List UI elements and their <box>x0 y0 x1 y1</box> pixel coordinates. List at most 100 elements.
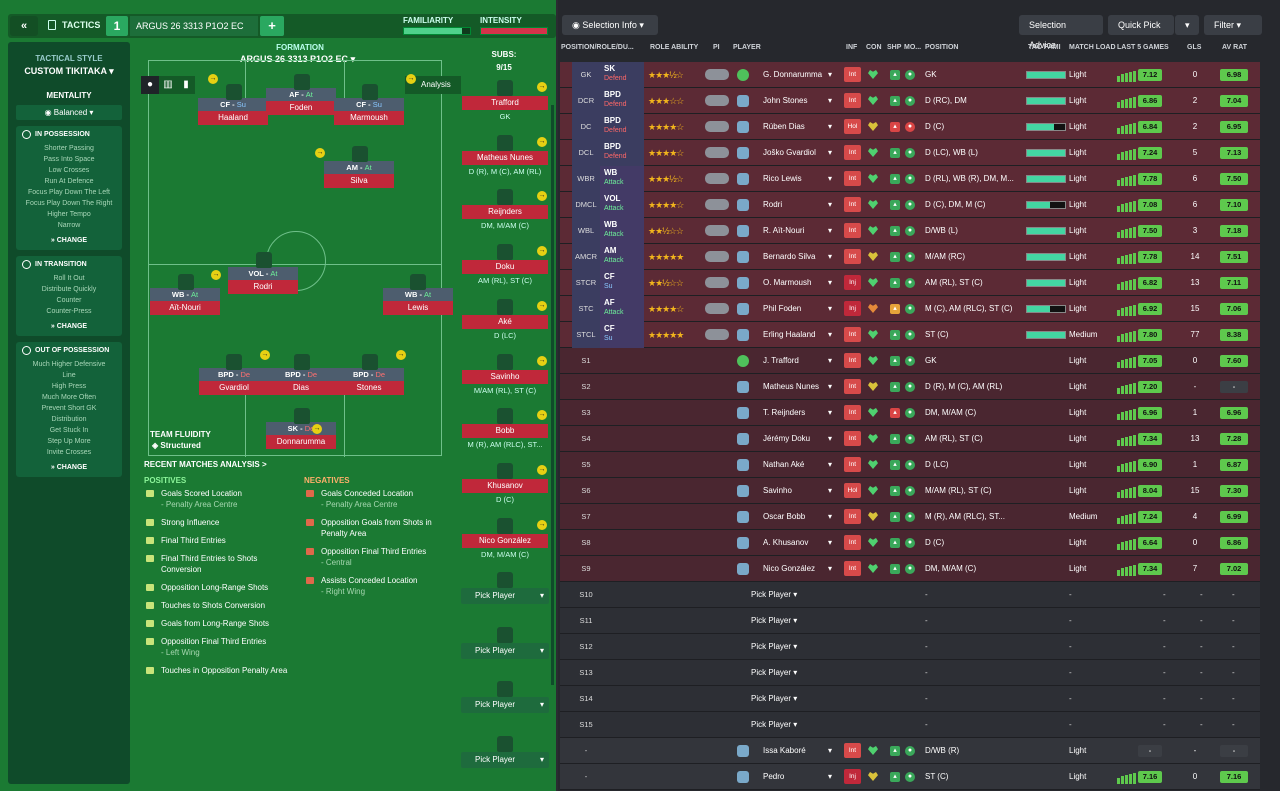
pick-player-dropdown[interactable]: Pick Player ▾ <box>751 616 798 625</box>
pitch-player-card[interactable]: CF - Su Haaland <box>198 98 268 126</box>
role-duty-cell[interactable]: BPD Defend <box>600 114 644 140</box>
player-instructions-toggle[interactable] <box>705 173 729 184</box>
player-name[interactable]: Matheus Nunes <box>763 382 820 391</box>
pick-player-dropdown[interactable]: Pick Player <box>461 752 549 769</box>
selection-advice-button[interactable]: Selection Advice <box>1019 15 1103 50</box>
player-instructions-toggle[interactable] <box>705 251 729 262</box>
player-dropdown-chevron[interactable]: ▾ <box>828 200 833 209</box>
analysis-button[interactable]: Analysis <box>405 76 461 94</box>
sub-player-card[interactable]: Trafford GK <box>462 96 548 121</box>
sub-player-card[interactable]: Khusanov D (C) <box>462 478 548 504</box>
players-view-icon[interactable]: ● <box>141 76 159 94</box>
player-name[interactable]: Rico Lewis <box>763 174 802 183</box>
pitch-player-card[interactable]: BPD - De Dias <box>266 368 336 396</box>
player-name[interactable]: Rodri <box>763 200 783 209</box>
table-row[interactable]: S7 Oscar Bobb ▾ Int ▴ ● M (R), AM (RLC), ST...… <box>560 504 1260 530</box>
player-name[interactable]: J. Trafford <box>763 356 799 365</box>
player-dropdown-chevron[interactable]: ▾ <box>828 772 833 781</box>
role-duty-cell[interactable]: AM Attack <box>600 244 644 270</box>
table-row[interactable]: DCL BPD Defend ★★★★☆ Joško Gvardiol ▾ Int ▴ ● D (… <box>560 140 1260 166</box>
player-dropdown-chevron[interactable]: ▾ <box>828 434 833 443</box>
filter-button[interactable]: Filter ▾ <box>1204 15 1262 35</box>
pitch-player-card[interactable]: AM - At Silva <box>324 161 394 189</box>
player-dropdown-chevron[interactable]: ▾ <box>828 382 833 391</box>
pick-player-dropdown[interactable]: Pick Player ▾ <box>751 720 798 729</box>
sub-player-card[interactable]: Matheus Nunes D (R), M (C), AM (RL) <box>462 150 548 176</box>
table-row[interactable]: S10 Pick Player ▾ - - - - - <box>560 582 1260 608</box>
player-instructions-toggle[interactable] <box>705 225 729 236</box>
roles-view-icon[interactable]: ▮ <box>177 76 195 94</box>
player-dropdown-chevron[interactable]: ▾ <box>828 96 833 105</box>
pitch-player-card[interactable]: WB - At Lewis <box>383 288 453 316</box>
player-name[interactable]: Erling Haaland <box>763 330 816 339</box>
table-row[interactable]: S11 Pick Player ▾ - - - - - <box>560 608 1260 634</box>
table-row[interactable]: S2 Matheus Nunes ▾ Int ▴ ● D (R), M (C), AM (R… <box>560 374 1260 400</box>
formation-dropdown[interactable]: ARGUS 26 3313 P1O2 EC ▾ <box>240 54 356 64</box>
col-pi[interactable]: PI <box>713 44 720 51</box>
table-row[interactable]: S15 Pick Player ▾ - - - - - <box>560 712 1260 738</box>
quick-pick-menu[interactable]: ▾ <box>1175 15 1199 35</box>
player-name[interactable]: Savinho <box>763 486 792 495</box>
player-name[interactable]: Phil Foden <box>763 304 802 313</box>
player-instructions-toggle[interactable] <box>705 303 729 314</box>
tactic-name-dropdown[interactable]: ARGUS 26 3313 P1O2 EC <box>130 16 258 36</box>
pick-player-dropdown[interactable]: Pick Player ▾ <box>751 668 798 677</box>
sub-player-card[interactable]: Doku AM (RL), ST (C) <box>462 260 548 285</box>
role-duty-cell[interactable]: WB Attack <box>600 218 644 244</box>
role-duty-cell[interactable]: AF Attack <box>600 296 644 322</box>
pitch-player-card[interactable]: BPD - De Gvardiol <box>199 368 269 396</box>
sub-player-card[interactable]: Nico González DM, M/AM (C) <box>462 533 548 559</box>
table-row[interactable]: STCL CF Su ★★★★★ Erling Haaland ▾ Int ▴ ● ST (C) M… <box>560 322 1260 348</box>
subs-scrollbar[interactable] <box>551 105 554 685</box>
table-row[interactable]: WBR WB Attack ★★★½☆ Rico Lewis ▾ Int ▴ ● D (RL), … <box>560 166 1260 192</box>
recent-matches-analysis-link[interactable]: RECENT MATCHES ANALYSIS > <box>144 460 267 469</box>
table-row[interactable]: S8 A. Khusanov ▾ Int ▴ ● D (C) Light 6.64 0 6.86 <box>560 530 1260 556</box>
player-dropdown-chevron[interactable]: ▾ <box>828 486 833 495</box>
player-name[interactable]: G. Donnarumma <box>763 70 823 79</box>
col-tac[interactable]: TAC FAMI <box>1028 44 1061 51</box>
sub-player-card[interactable]: Bobb M (R), AM (RLC), ST... <box>462 424 548 449</box>
player-dropdown-chevron[interactable]: ▾ <box>828 304 833 313</box>
pitch-player-card[interactable]: VOL - At Rodri <box>228 267 298 295</box>
table-row[interactable]: DCR BPD Defend ★★★☆☆ John Stones ▾ Int ▴ ● D (RC)… <box>560 88 1260 114</box>
mentality-dropdown[interactable]: ◉ Balanced ▾ <box>16 105 122 120</box>
role-duty-cell[interactable]: SK Defend <box>600 62 644 88</box>
player-dropdown-chevron[interactable]: ▾ <box>828 460 833 469</box>
player-dropdown-chevron[interactable]: ▾ <box>828 122 833 131</box>
sub-player-card[interactable]: Aké D (LC) <box>462 314 548 340</box>
player-name[interactable]: R. Aït-Nouri <box>763 226 805 235</box>
tactic-slot-number[interactable]: 1 <box>106 16 128 36</box>
pick-player-dropdown[interactable]: Pick Player ▾ <box>751 590 798 599</box>
table-row[interactable]: AMCR AM Attack ★★★★★ Bernardo Silva ▾ Int ▴ ● M/A… <box>560 244 1260 270</box>
player-instructions-toggle[interactable] <box>705 329 729 340</box>
table-row[interactable]: S3 T. Reijnders ▾ Int ▴ ● DM, M/AM (C) Light 6.9… <box>560 400 1260 426</box>
table-row[interactable]: S12 Pick Player ▾ - - - - - <box>560 634 1260 660</box>
pitch-player-card[interactable]: BPD - De Stones <box>334 368 404 396</box>
player-instructions-toggle[interactable] <box>705 147 729 158</box>
col-shp[interactable]: SHP <box>887 44 902 51</box>
player-dropdown-chevron[interactable]: ▾ <box>828 252 833 261</box>
table-row[interactable]: S9 Nico González ▾ Int ▴ ● DM, M/AM (C) Light 7.… <box>560 556 1260 582</box>
pick-player-dropdown[interactable]: Pick Player <box>461 588 549 604</box>
player-instructions-toggle[interactable] <box>705 277 729 288</box>
col-role-ability[interactable]: ROLE ABILITY <box>650 44 699 51</box>
player-name[interactable]: Oscar Bobb <box>763 512 806 521</box>
role-duty-cell[interactable]: VOL Attack <box>600 192 644 218</box>
player-dropdown-chevron[interactable]: ▾ <box>828 408 833 417</box>
player-name[interactable]: Issa Kaboré <box>763 746 806 755</box>
pick-player-dropdown[interactable]: Pick Player ▾ <box>751 694 798 703</box>
add-tactic-button[interactable]: + <box>260 16 284 36</box>
pick-player-dropdown[interactable]: Pick Player ▾ <box>751 642 798 651</box>
player-dropdown-chevron[interactable]: ▾ <box>828 70 833 79</box>
col-match-load[interactable]: MATCH LOAD <box>1069 44 1116 51</box>
player-name[interactable]: Joško Gvardiol <box>763 148 816 157</box>
player-dropdown-chevron[interactable]: ▾ <box>828 512 833 521</box>
player-instructions-toggle[interactable] <box>705 199 729 210</box>
sub-player-card[interactable]: Reijnders DM, M/AM (C) <box>462 205 548 230</box>
change-out-possession-button[interactable]: » CHANGE <box>50 464 88 471</box>
col-position[interactable]: POSITION/ROLE/DU... <box>561 44 634 51</box>
player-name[interactable]: Rúben Dias <box>763 122 805 131</box>
player-name[interactable]: John Stones <box>763 96 808 105</box>
selection-info-button[interactable]: ◉ Selection Info ▾ <box>562 15 658 35</box>
player-instructions-toggle[interactable] <box>705 121 729 132</box>
